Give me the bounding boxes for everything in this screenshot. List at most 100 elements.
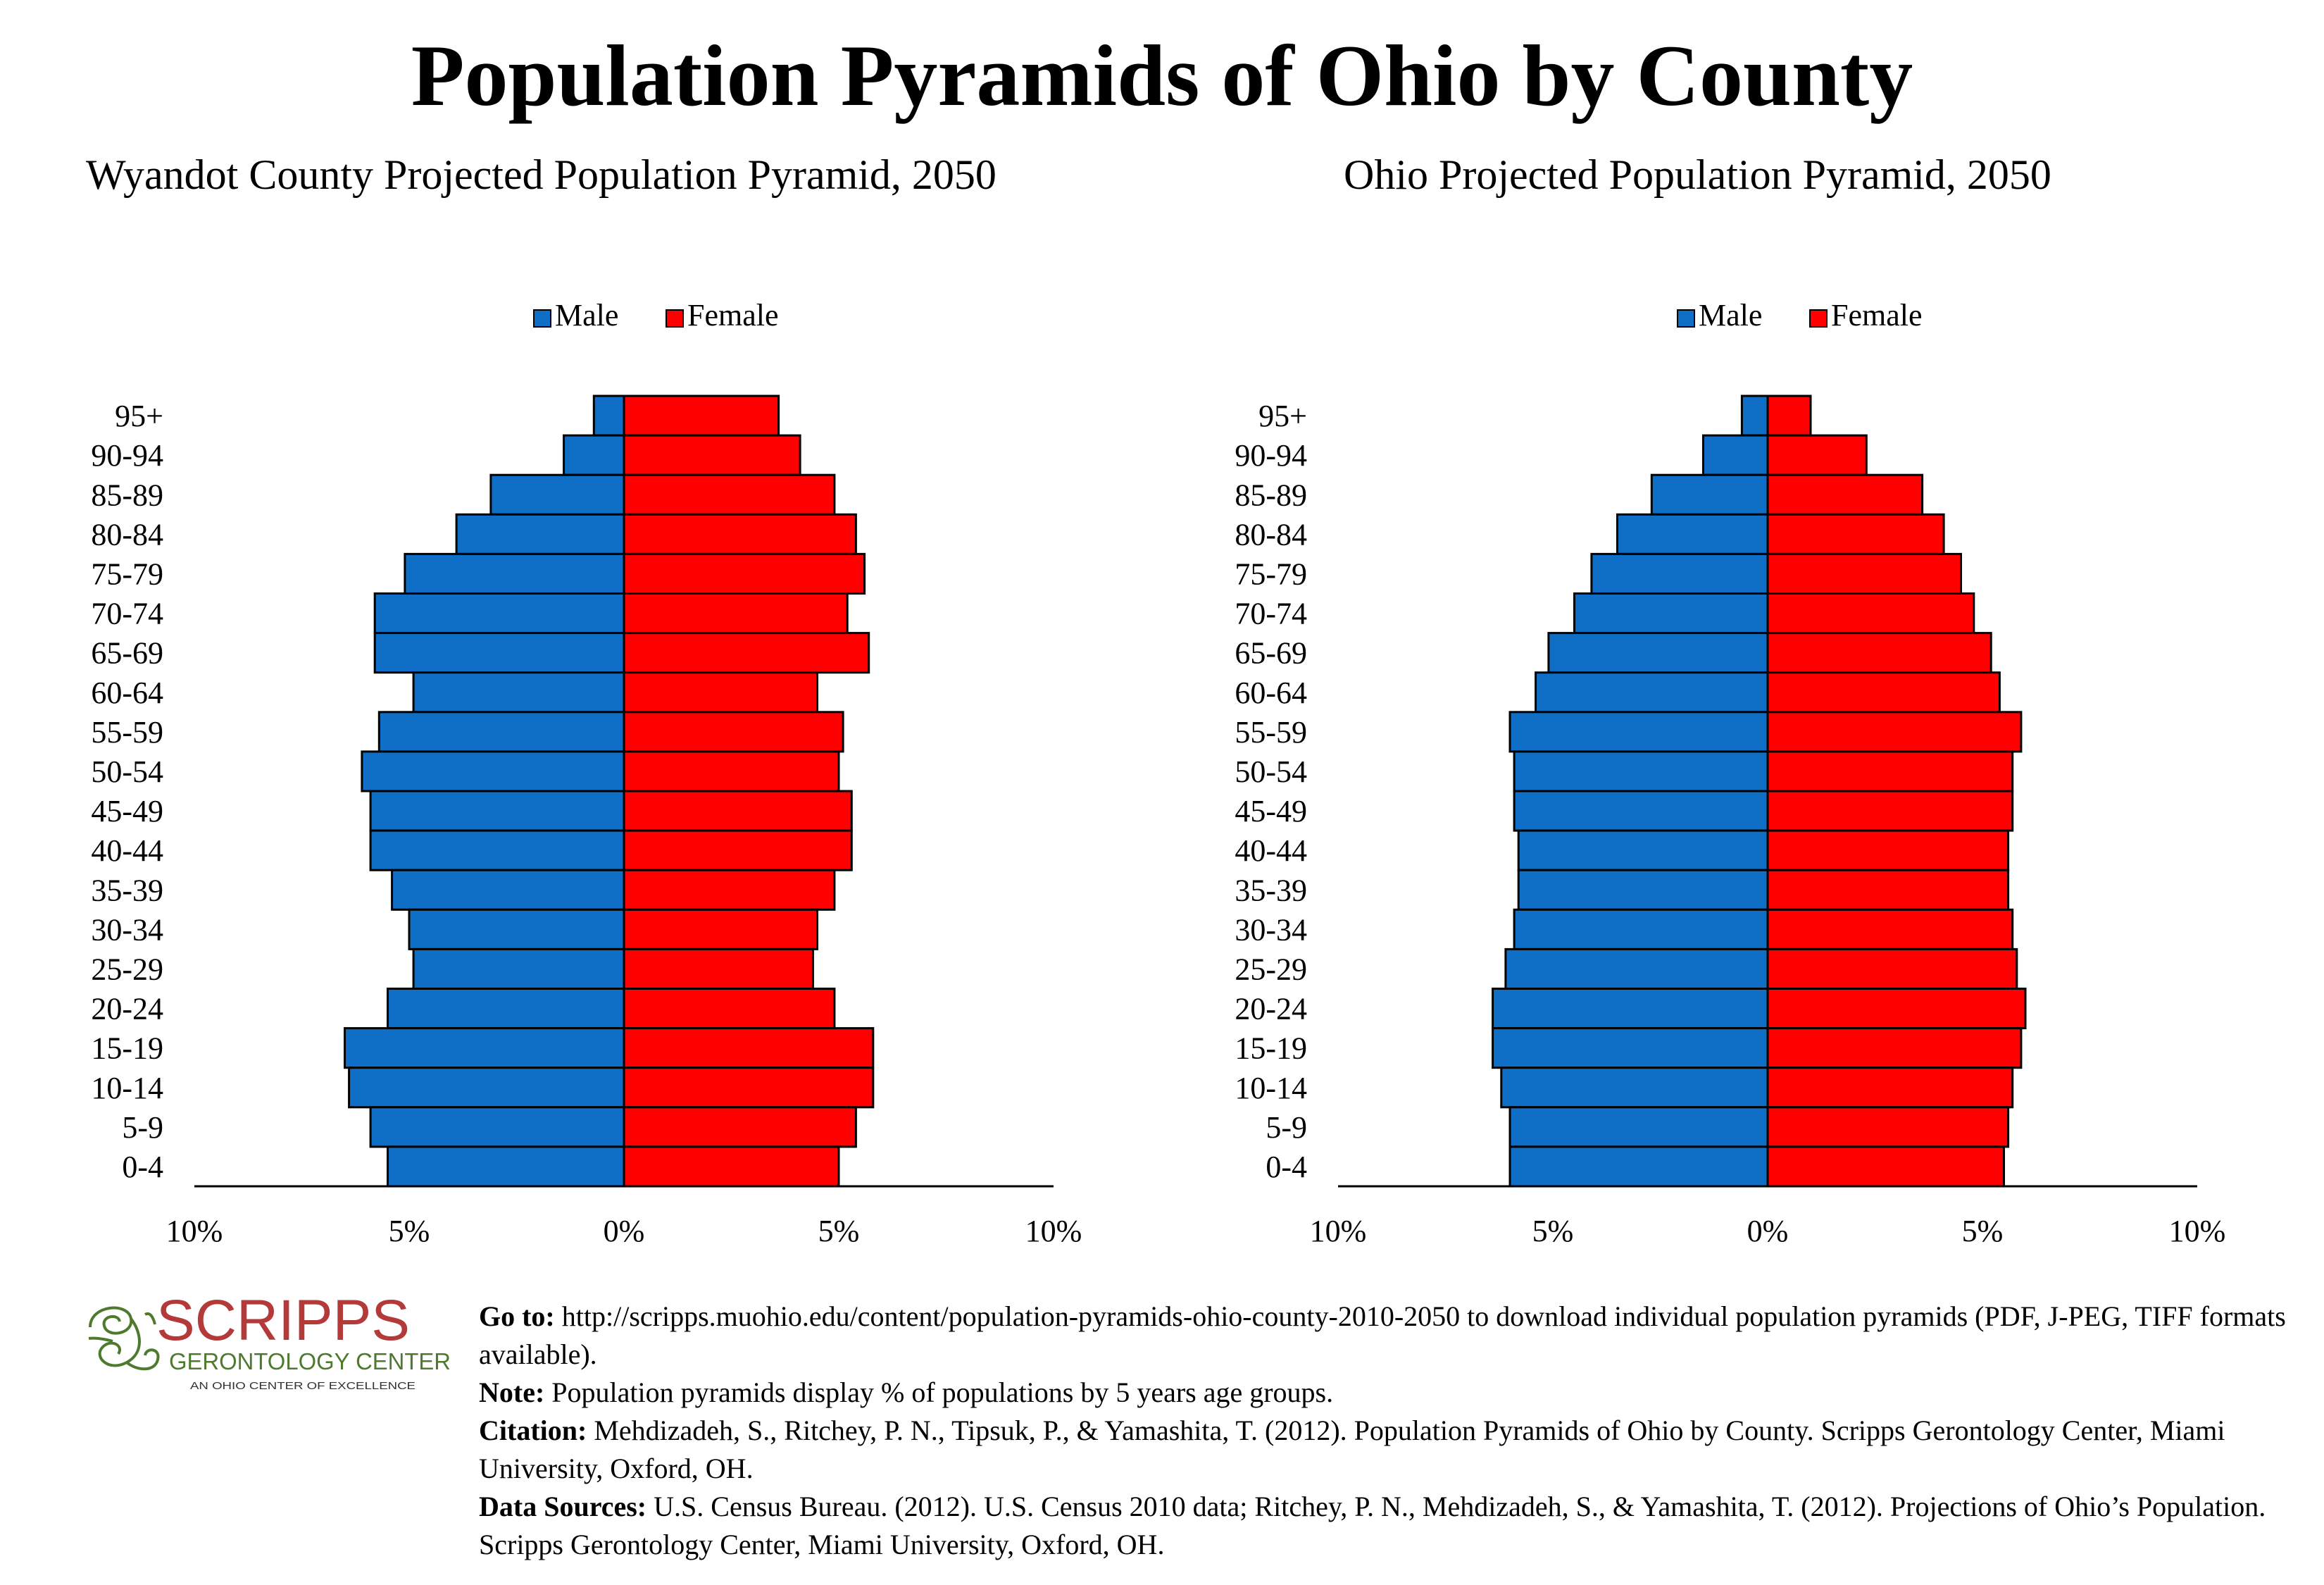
footer-data-sources: Data Sources: U.S. Census Bureau. (2012)… (479, 1491, 2266, 1560)
age-label: 35-39 (1235, 873, 1307, 907)
bar-male-10-14 (1500, 1067, 1769, 1109)
bar-female-45-49 (1766, 790, 2014, 832)
footer-goto-link[interactable]: http://scripps.muohio.edu/content/popula… (479, 1300, 2286, 1370)
bar-male-75-79 (1590, 552, 1769, 595)
bar-male-90-94 (1702, 434, 1769, 476)
age-label: 85-89 (1235, 478, 1307, 512)
bar-female-55-59 (1766, 711, 2023, 753)
bar-female-65-69 (1766, 632, 1992, 674)
age-label: 15-19 (91, 1031, 163, 1066)
bar-male-95+ (1740, 394, 1769, 437)
bar-male-45-49 (1513, 790, 1769, 832)
age-label: 95+ (1258, 399, 1307, 433)
logo-tagline: AN OHIO CENTER OF EXCELLENCE (190, 1380, 416, 1392)
bar-female-15-19 (1766, 1027, 2023, 1069)
x-tick-label: 0% (1747, 1214, 1789, 1248)
legend-male-swatch (533, 309, 551, 328)
bar-female-90-94 (1766, 434, 1868, 476)
bar-female-0-4 (1766, 1145, 2005, 1188)
bar-male-0-4 (1508, 1145, 1769, 1188)
age-label: 45-49 (1235, 794, 1307, 828)
age-label: 75-79 (91, 557, 163, 591)
x-tick-label: 5% (1532, 1214, 1574, 1248)
legend-female-label: Female (1831, 298, 1923, 332)
footer-citation: Citation: Mehdizadeh, S., Ritchey, P. N.… (479, 1415, 2225, 1484)
bar-female-5-9 (623, 1106, 857, 1148)
age-label: 25-29 (91, 952, 163, 986)
bar-female-20-24 (1766, 988, 2027, 1030)
x-tick-label: 10% (1025, 1214, 1082, 1248)
age-label: 60-64 (1235, 676, 1307, 710)
age-label: 20-24 (91, 992, 163, 1026)
age-label: 35-39 (91, 873, 163, 907)
age-label: 55-59 (91, 715, 163, 750)
chart-title-wyandot: Wyandot County Projected Population Pyra… (86, 151, 997, 198)
x-tick-label: 10% (166, 1214, 223, 1248)
age-label: 80-84 (1235, 517, 1307, 552)
bar-female-85-89 (1766, 473, 1924, 516)
bar-female-60-64 (623, 671, 818, 714)
bar-male-15-19 (1492, 1027, 1769, 1069)
bar-female-80-84 (1766, 513, 1945, 555)
footer-note: Note: Population pyramids display % of p… (479, 1376, 1334, 1408)
age-label: 55-59 (1235, 715, 1307, 750)
age-label: 65-69 (91, 636, 163, 671)
bar-female-15-19 (623, 1027, 875, 1069)
bar-female-70-74 (1766, 592, 1975, 635)
bar-female-0-4 (623, 1145, 840, 1188)
bar-female-90-94 (623, 434, 801, 476)
bar-female-5-9 (1766, 1106, 2010, 1148)
bar-male-50-54 (361, 750, 625, 792)
bar-female-75-79 (1766, 552, 1962, 595)
bar-male-85-89 (1650, 473, 1769, 516)
age-label: 40-44 (91, 833, 163, 868)
age-label: 80-84 (91, 517, 163, 552)
age-label: 15-19 (1235, 1031, 1307, 1066)
age-label: 50-54 (1235, 754, 1307, 789)
legend-male-label: Male (1699, 298, 1762, 332)
bar-male-30-34 (408, 908, 625, 950)
x-tick-label: 10% (2169, 1214, 2226, 1248)
age-label: 0-4 (1266, 1150, 1307, 1184)
bar-male-35-39 (1517, 869, 1769, 911)
age-label: 90-94 (1235, 438, 1307, 473)
bar-male-55-59 (1508, 711, 1769, 753)
bar-female-35-39 (1766, 869, 2010, 911)
pyramid-chart-wyandot: 95+ 90-94 85-89 80-84 75-79 70-74 65-69 60-64 55… (91, 298, 1082, 1248)
x-tick-label: 5% (1962, 1214, 2004, 1248)
age-label: 70-74 (1235, 597, 1307, 631)
pyramid-chart-ohio: 95+ 90-94 85-89 80-84 75-79 70-74 65-69 60-64 55… (1235, 298, 2226, 1248)
footer-notes: Go to: http://scripps.muohio.edu/content… (479, 1298, 2310, 1564)
age-label: 75-79 (1235, 557, 1307, 591)
page-title: Population Pyramids of Ohio by County (411, 27, 1913, 124)
legend-female-label: Female (687, 298, 779, 332)
x-tick-label: 5% (389, 1214, 430, 1248)
bar-female-20-24 (623, 988, 836, 1030)
age-label: 90-94 (91, 438, 163, 473)
x-tick-label: 10% (1310, 1214, 1367, 1248)
scripps-logo: SCRIPPS GERONTOLOGY CENTER AN OHIO CENTE… (88, 1289, 451, 1392)
bar-male-70-74 (1573, 592, 1769, 635)
age-label: 5-9 (122, 1110, 163, 1145)
x-tick-label: 0% (604, 1214, 645, 1248)
bar-female-10-14 (623, 1067, 875, 1109)
age-label: 60-64 (91, 676, 163, 710)
bar-male-60-64 (1535, 671, 1769, 714)
bar-male-10-14 (348, 1067, 625, 1109)
bar-male-70-74 (373, 592, 625, 635)
bar-female-60-64 (1766, 671, 2001, 714)
bar-female-50-54 (1766, 750, 2014, 792)
age-label: 45-49 (91, 794, 163, 828)
age-label: 50-54 (91, 754, 163, 789)
bar-male-40-44 (1517, 829, 1769, 871)
bar-female-30-34 (1766, 908, 2014, 950)
age-label: 65-69 (1235, 636, 1307, 671)
logo-name: SCRIPPS (156, 1289, 410, 1353)
age-label: 10-14 (91, 1071, 163, 1105)
bar-female-95+ (1766, 394, 1812, 437)
bar-male-65-69 (1547, 632, 1769, 674)
logo-subtitle: GERONTOLOGY CENTER (169, 1348, 451, 1374)
chart-title-ohio: Ohio Projected Population Pyramid, 2050 (1344, 151, 2051, 198)
bar-male-80-84 (1616, 513, 1769, 555)
footer-goto: Go to: http://scripps.muohio.edu/content… (479, 1300, 2286, 1370)
